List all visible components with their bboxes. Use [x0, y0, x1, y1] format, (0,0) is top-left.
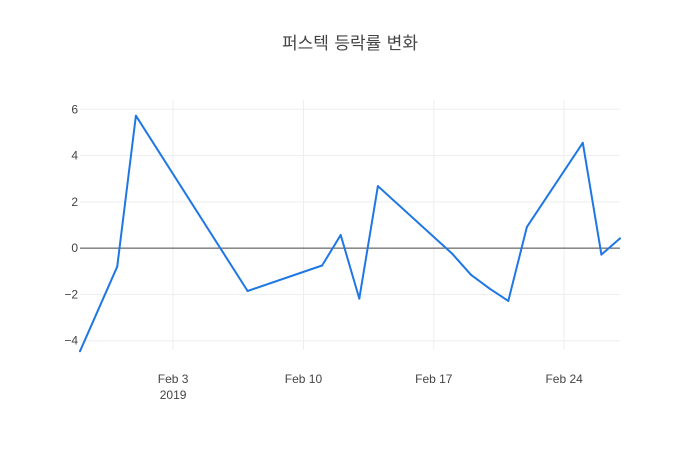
data-point	[376, 185, 379, 188]
data-point	[488, 287, 491, 290]
x-tick-label: Feb 3	[158, 372, 189, 386]
y-tick-labels: 6 4 2 0 −2 −4	[64, 102, 78, 347]
data-point	[470, 273, 473, 276]
chart-title: 퍼스텍 등락률 변화	[282, 34, 418, 54]
y-tick-label: −4	[64, 334, 78, 348]
data-point	[246, 289, 249, 292]
data-point	[600, 253, 603, 256]
data-point	[358, 297, 361, 300]
x-gridlines	[172, 100, 565, 350]
data-point	[451, 252, 454, 255]
y-gridlines	[80, 108, 620, 342]
x-tick-label: Feb 24	[545, 372, 583, 386]
x-tick-sublabel: 2019	[160, 388, 187, 402]
data-point	[581, 141, 584, 144]
y-tick-label: −2	[64, 287, 78, 301]
data-point	[507, 299, 510, 302]
data-point	[134, 114, 137, 117]
y-tick-label: 4	[71, 149, 78, 163]
data-point	[79, 350, 81, 353]
series-group	[79, 114, 621, 353]
data-point	[321, 264, 324, 267]
data-point	[116, 265, 119, 268]
x-tick-label: Feb 17	[415, 372, 453, 386]
y-tick-label: 6	[71, 102, 78, 116]
y-tick-label: 2	[71, 195, 78, 209]
y-tick-label: 0	[71, 241, 78, 255]
x-tick-labels: Feb 3 2019 Feb 10 Feb 17 Feb 24	[158, 372, 583, 402]
data-point	[619, 237, 621, 240]
series-line	[79, 114, 621, 353]
x-tick-label: Feb 10	[285, 372, 323, 386]
data-point	[525, 225, 528, 228]
data-point	[339, 233, 342, 236]
